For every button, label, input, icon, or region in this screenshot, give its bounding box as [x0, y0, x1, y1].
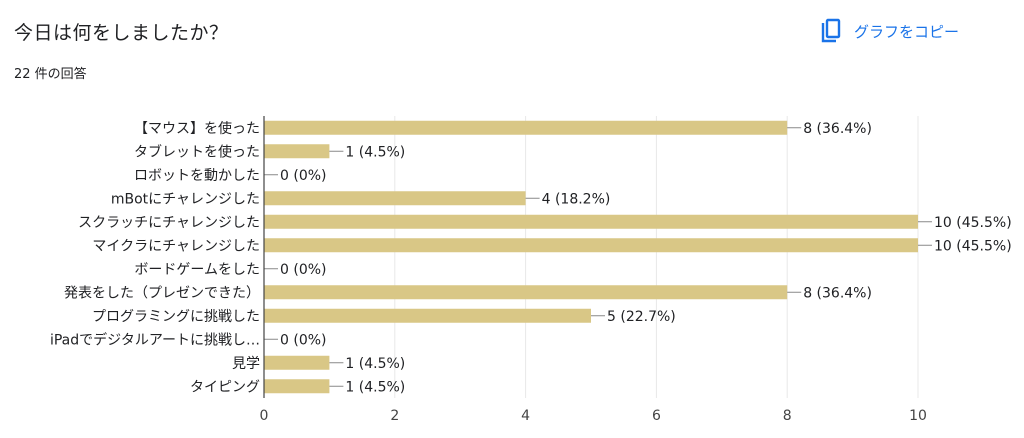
copy-chart-label: グラフをコピー	[854, 22, 960, 41]
category-label-4: スクラッチにチャレンジした	[78, 215, 260, 231]
x-tick-label-8: 8	[783, 408, 792, 424]
chart-title: 今日は何をしましたか？	[14, 22, 229, 44]
category-label-11: タイピング	[190, 379, 260, 395]
value-label-4: 10 (45.5%)	[934, 215, 1012, 231]
category-label-9: iPadでデジタルアートに挑戦し…	[50, 331, 260, 348]
category-label-8: プログラミングに挑戦した	[92, 309, 260, 325]
copy-icon	[820, 18, 842, 44]
bar-7	[264, 285, 788, 300]
value-label-5: 10 (45.5%)	[934, 238, 1012, 254]
value-label-6: 0 (0%)	[280, 262, 327, 278]
response-count: 22 件の回答	[14, 67, 87, 82]
x-tick-label-0: 0	[260, 408, 269, 424]
category-label-6: ボードゲームをした	[134, 262, 260, 278]
value-label-9: 0 (0%)	[280, 332, 327, 348]
bar-11	[264, 379, 330, 394]
value-label-7: 8 (36.4%)	[803, 285, 872, 301]
category-label-5: マイクラにチャレンジした	[92, 238, 260, 254]
category-label-0: 【マウス】を使った	[134, 120, 260, 137]
bar-4	[264, 214, 918, 229]
bar-5	[264, 238, 918, 253]
bar-3	[264, 191, 526, 206]
category-label-10: 見学	[232, 356, 260, 372]
bar-8	[264, 308, 591, 323]
bar-10	[264, 355, 330, 370]
bar-0	[264, 120, 788, 135]
value-label-11: 1 (4.5%)	[345, 379, 405, 395]
bar-1	[264, 144, 330, 159]
category-label-2: ロボットを動かした	[134, 168, 260, 184]
value-label-0: 8 (36.4%)	[803, 121, 872, 137]
value-label-2: 0 (0%)	[280, 168, 327, 184]
value-label-1: 1 (4.5%)	[345, 144, 405, 160]
x-tick-label-10: 10	[909, 408, 927, 424]
category-label-3: mBotにチャレンジした	[111, 191, 260, 207]
value-label-8: 5 (22.7%)	[607, 309, 676, 325]
category-label-1: タブレットを使った	[134, 143, 260, 160]
copy-chart-button[interactable]: グラフをコピー	[820, 16, 959, 46]
x-tick-label-4: 4	[521, 408, 530, 424]
category-label-7: 発表をした（プレゼンできた）	[64, 285, 260, 301]
x-tick-label-6: 6	[652, 408, 661, 424]
value-label-10: 1 (4.5%)	[345, 356, 405, 372]
x-tick-label-2: 2	[390, 408, 399, 424]
value-label-3: 4 (18.2%)	[542, 191, 611, 207]
